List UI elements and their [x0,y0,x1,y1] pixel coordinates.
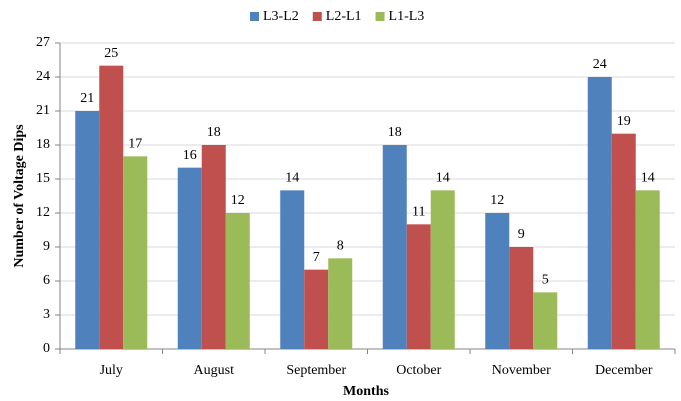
bar [382,145,407,349]
data-label: 14 [436,171,450,186]
y-tick-label: 18 [36,137,50,152]
data-label: 14 [641,171,655,186]
bar [75,111,100,349]
y-tick-label: 27 [36,35,50,50]
data-label: 25 [104,46,118,61]
bar [611,133,636,349]
y-tick-label: 3 [43,307,50,322]
data-label: 17 [128,137,142,152]
x-tick-label: November [492,363,551,378]
bar [533,292,558,349]
bar [123,156,148,349]
bar [177,167,202,349]
legend-label: L1-L3 [389,9,425,24]
legend-label: L2-L1 [326,9,362,24]
bar [430,190,455,349]
x-tick-label: September [286,363,346,378]
x-tick-label: July [100,363,123,378]
bar [509,247,534,349]
data-label: 14 [285,171,299,186]
bar [635,190,660,349]
bar [280,190,305,349]
data-label: 11 [412,205,425,220]
bar [99,65,124,350]
y-tick-label: 9 [43,239,50,254]
legend-swatch [375,12,385,21]
bar [406,224,431,349]
data-label: 5 [542,273,549,288]
bar [225,213,250,349]
bar [485,213,510,349]
data-label: 18 [388,125,402,140]
bar [304,269,329,349]
y-tick-label: 6 [43,273,50,288]
x-tick-label: August [194,363,235,378]
data-label: 7 [313,250,320,265]
x-tick-label: October [396,363,441,378]
data-label: 12 [490,193,504,208]
y-tick-label: 24 [36,69,50,84]
data-label: 21 [80,91,94,106]
y-tick-label: 21 [36,103,50,118]
x-tick-label: December [595,363,653,378]
bar [201,145,226,349]
legend-label: L3-L2 [263,9,299,24]
y-tick-label: 0 [43,341,50,356]
data-label: 16 [183,148,197,163]
data-label: 12 [231,193,245,208]
legend-swatch [312,12,322,21]
data-label: 19 [617,114,631,129]
legend-swatch [250,12,259,21]
bar [587,77,612,349]
x-axis-label: Months [343,384,389,399]
bar [328,258,353,349]
data-label: 8 [337,239,344,254]
y-axis-label: Number of Voltage Dips [12,124,27,268]
data-label: 24 [593,57,607,72]
data-label: 18 [207,125,221,140]
y-tick-label: 15 [36,171,50,186]
data-label: 9 [518,227,525,242]
y-tick-label: 12 [36,205,50,220]
